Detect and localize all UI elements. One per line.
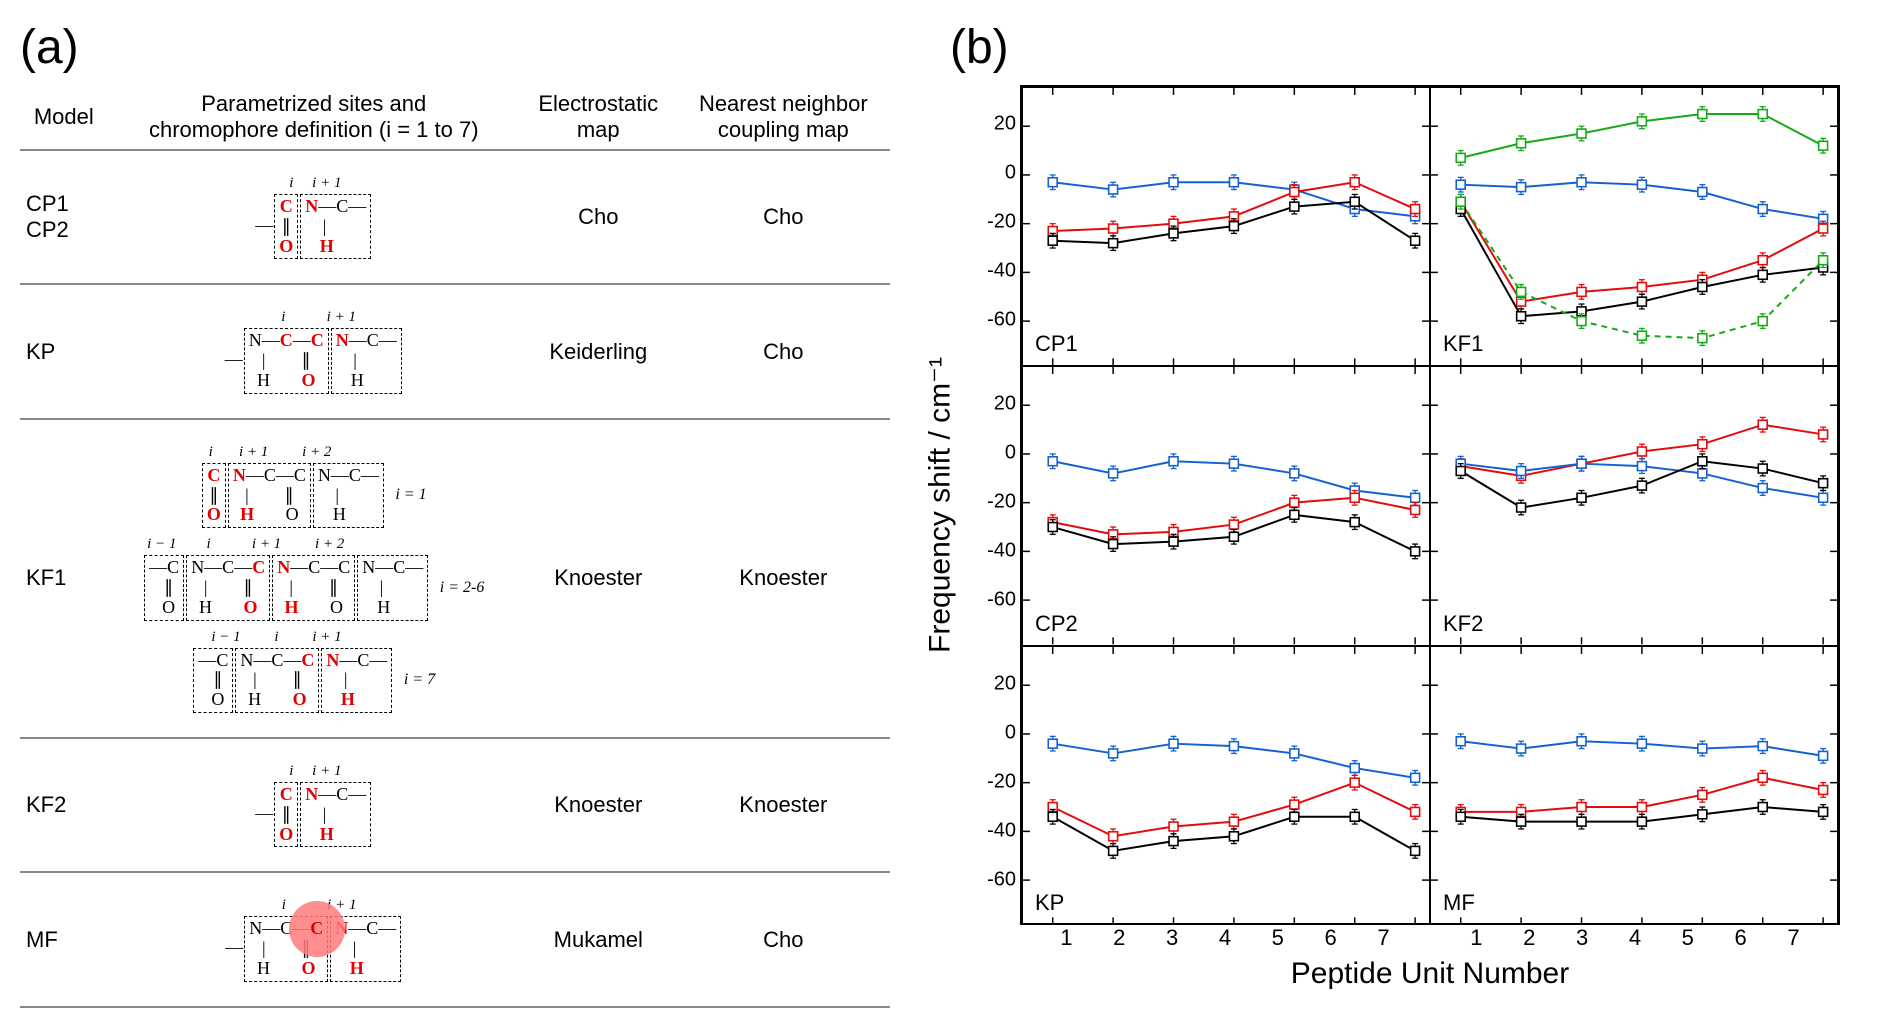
x-tick-label: 5: [1272, 925, 1284, 951]
x-tick-label: 6: [1735, 925, 1747, 951]
x-tick-label: 3: [1576, 925, 1588, 951]
model-name-cell: KF1: [20, 419, 108, 738]
emap-cell: Knoester: [520, 419, 677, 738]
nnmap-cell: Knoester: [677, 738, 890, 872]
chart-inner-label: MF: [1443, 890, 1475, 916]
y-tick-label: -60: [987, 869, 1016, 892]
y-tick-label: -40: [987, 260, 1016, 283]
emap-cell: Cho: [520, 150, 677, 284]
y-tick-label: 20: [994, 392, 1016, 415]
chart-mf: MF: [1430, 646, 1838, 925]
nnmap-cell: Cho: [677, 150, 890, 284]
charts-grid: CP1 KF1 CP2 KF2 KP MF: [1020, 85, 1840, 925]
chromophore-cell: i i + 1 i + 2 C∥ON—C—C| ∥H ON—C—| H i = …: [108, 419, 520, 738]
y-tick-label: 0: [1005, 441, 1016, 464]
model-name-cell: KP: [20, 284, 108, 418]
chart-inner-label: KF2: [1443, 611, 1483, 637]
nnmap-cell: Cho: [677, 872, 890, 1006]
x-tick-label: 1: [1060, 925, 1072, 951]
table-row: CP1 CP2 i i + 1 —C∥ON—C—| H Cho: [20, 150, 890, 284]
th-nnmap: Nearest neighbor coupling map: [677, 85, 890, 150]
model-line: KF2: [26, 792, 100, 818]
panel-a: (a) Model Parametrized sites and chromop…: [20, 20, 890, 1008]
panel-b: (b) Frequency shift / cm⁻¹ 200-20-40-60 …: [950, 20, 1850, 1008]
th-sites: Parametrized sites and chromophore defin…: [108, 85, 520, 150]
x-tick-label: 5: [1682, 925, 1694, 951]
chart-cp1: CP1: [1022, 87, 1430, 366]
x-tick-label: 7: [1787, 925, 1799, 951]
emap-cell: Mukamel: [520, 872, 677, 1006]
y-tick-label: -20: [987, 491, 1016, 514]
panel-a-label: (a): [20, 20, 890, 75]
y-tick-label: 0: [1005, 161, 1016, 184]
x-ticks-row: 1 2 3 4 5 6 7 1 2 3 4 5 6 7: [1020, 925, 1840, 951]
chromophore-cell: i i + 1 —C∥ON—C—| H: [108, 738, 520, 872]
x-tick-label: 7: [1377, 925, 1389, 951]
table-row: KF2 i i + 1 —C∥ON—C—| H Knoester Knoeste…: [20, 738, 890, 872]
y-ticks: 20 0 -20 -40 -60 20 0 -20 -40 -60 20 0 -20 -40 -60: [972, 85, 1020, 925]
chromophore-cell: i i + 1 —N—C—C| ∥H ON—C—| H: [108, 872, 520, 1006]
y-tick-label: -40: [987, 820, 1016, 843]
nnmap-cell: Knoester: [677, 419, 890, 738]
chart-kp: KP: [1022, 646, 1430, 925]
model-name-cell: KF2: [20, 738, 108, 872]
x-tick-label: 3: [1166, 925, 1178, 951]
chart-kf1: KF1: [1430, 87, 1838, 366]
model-line: CP1: [26, 191, 100, 217]
table-row: MF i i + 1 —N—C—C| ∥H ON—C—| H: [20, 872, 890, 1006]
chart-inner-label: CP1: [1035, 331, 1078, 357]
panel-b-label: (b): [950, 20, 1850, 75]
emap-cell: Keiderling: [520, 284, 677, 418]
nnmap-cell: Cho: [677, 284, 890, 418]
y-tick-label: -20: [987, 211, 1016, 234]
figure-container: (a) Model Parametrized sites and chromop…: [20, 20, 1865, 1008]
th-emap: Electrostatic map: [520, 85, 677, 150]
x-tick-label: 4: [1219, 925, 1231, 951]
table-row: KF1 i i + 1 i + 2 C∥ON—C—C| ∥H ON—C—| H …: [20, 419, 890, 738]
y-tick-label: 20: [994, 112, 1016, 135]
model-line: KF1: [26, 565, 100, 591]
model-name-cell: MF: [20, 872, 108, 1006]
model-line: CP2: [26, 217, 100, 243]
x-tick-label: 2: [1523, 925, 1535, 951]
chart-cp2: CP2: [1022, 366, 1430, 645]
model-line: KP: [26, 339, 100, 365]
y-tick-label: -40: [987, 540, 1016, 563]
x-tick-label: 4: [1629, 925, 1641, 951]
chart-inner-label: KF1: [1443, 331, 1483, 357]
table-row: KP i i + 1 —N—C—C| ∥H ON—C—| H: [20, 284, 890, 418]
y-tick-label: -60: [987, 589, 1016, 612]
chromophore-cell: i i + 1 —N—C—C| ∥H ON—C—| H: [108, 284, 520, 418]
y-tick-label: 0: [1005, 721, 1016, 744]
models-table: Model Parametrized sites and chromophore…: [20, 85, 890, 1008]
x-axis-label: Peptide Unit Number: [1020, 957, 1840, 991]
model-line: MF: [26, 927, 100, 953]
y-tick-label: 20: [994, 672, 1016, 695]
x-tick-label: 1: [1470, 925, 1482, 951]
th-model: Model: [20, 85, 108, 150]
y-tick-label: -20: [987, 771, 1016, 794]
chart-kf2: KF2: [1430, 366, 1838, 645]
chart-inner-label: KP: [1035, 890, 1064, 916]
model-name-cell: CP1 CP2: [20, 150, 108, 284]
x-tick-label: 2: [1113, 925, 1125, 951]
emap-cell: Knoester: [520, 738, 677, 872]
chart-inner-label: CP2: [1035, 611, 1078, 637]
chromophore-cell: i i + 1 —C∥ON—C—| H: [108, 150, 520, 284]
x-tick-label: 6: [1325, 925, 1337, 951]
y-tick-label: -60: [987, 309, 1016, 332]
y-axis-label: Frequency shift / cm⁻¹: [923, 357, 958, 653]
